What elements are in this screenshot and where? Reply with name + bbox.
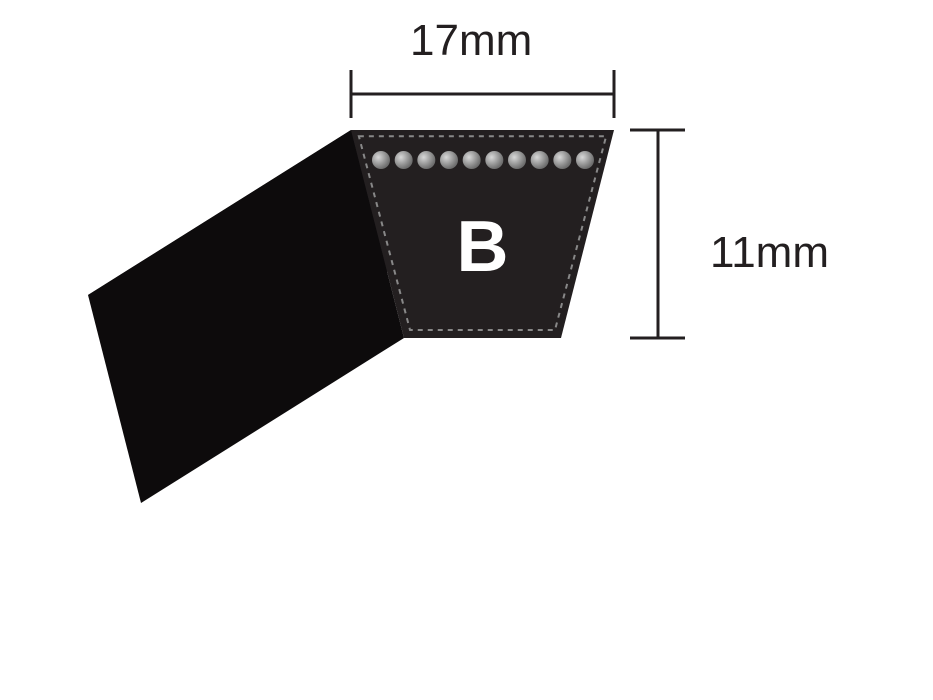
belt-diagram-svg: B: [0, 0, 933, 700]
belt-type-label: B: [457, 207, 509, 287]
width-dimension-label: 17mm: [410, 16, 532, 66]
diagram-container: B 17mm 11mm: [0, 0, 933, 700]
height-dimension-label: 11mm: [710, 228, 829, 278]
